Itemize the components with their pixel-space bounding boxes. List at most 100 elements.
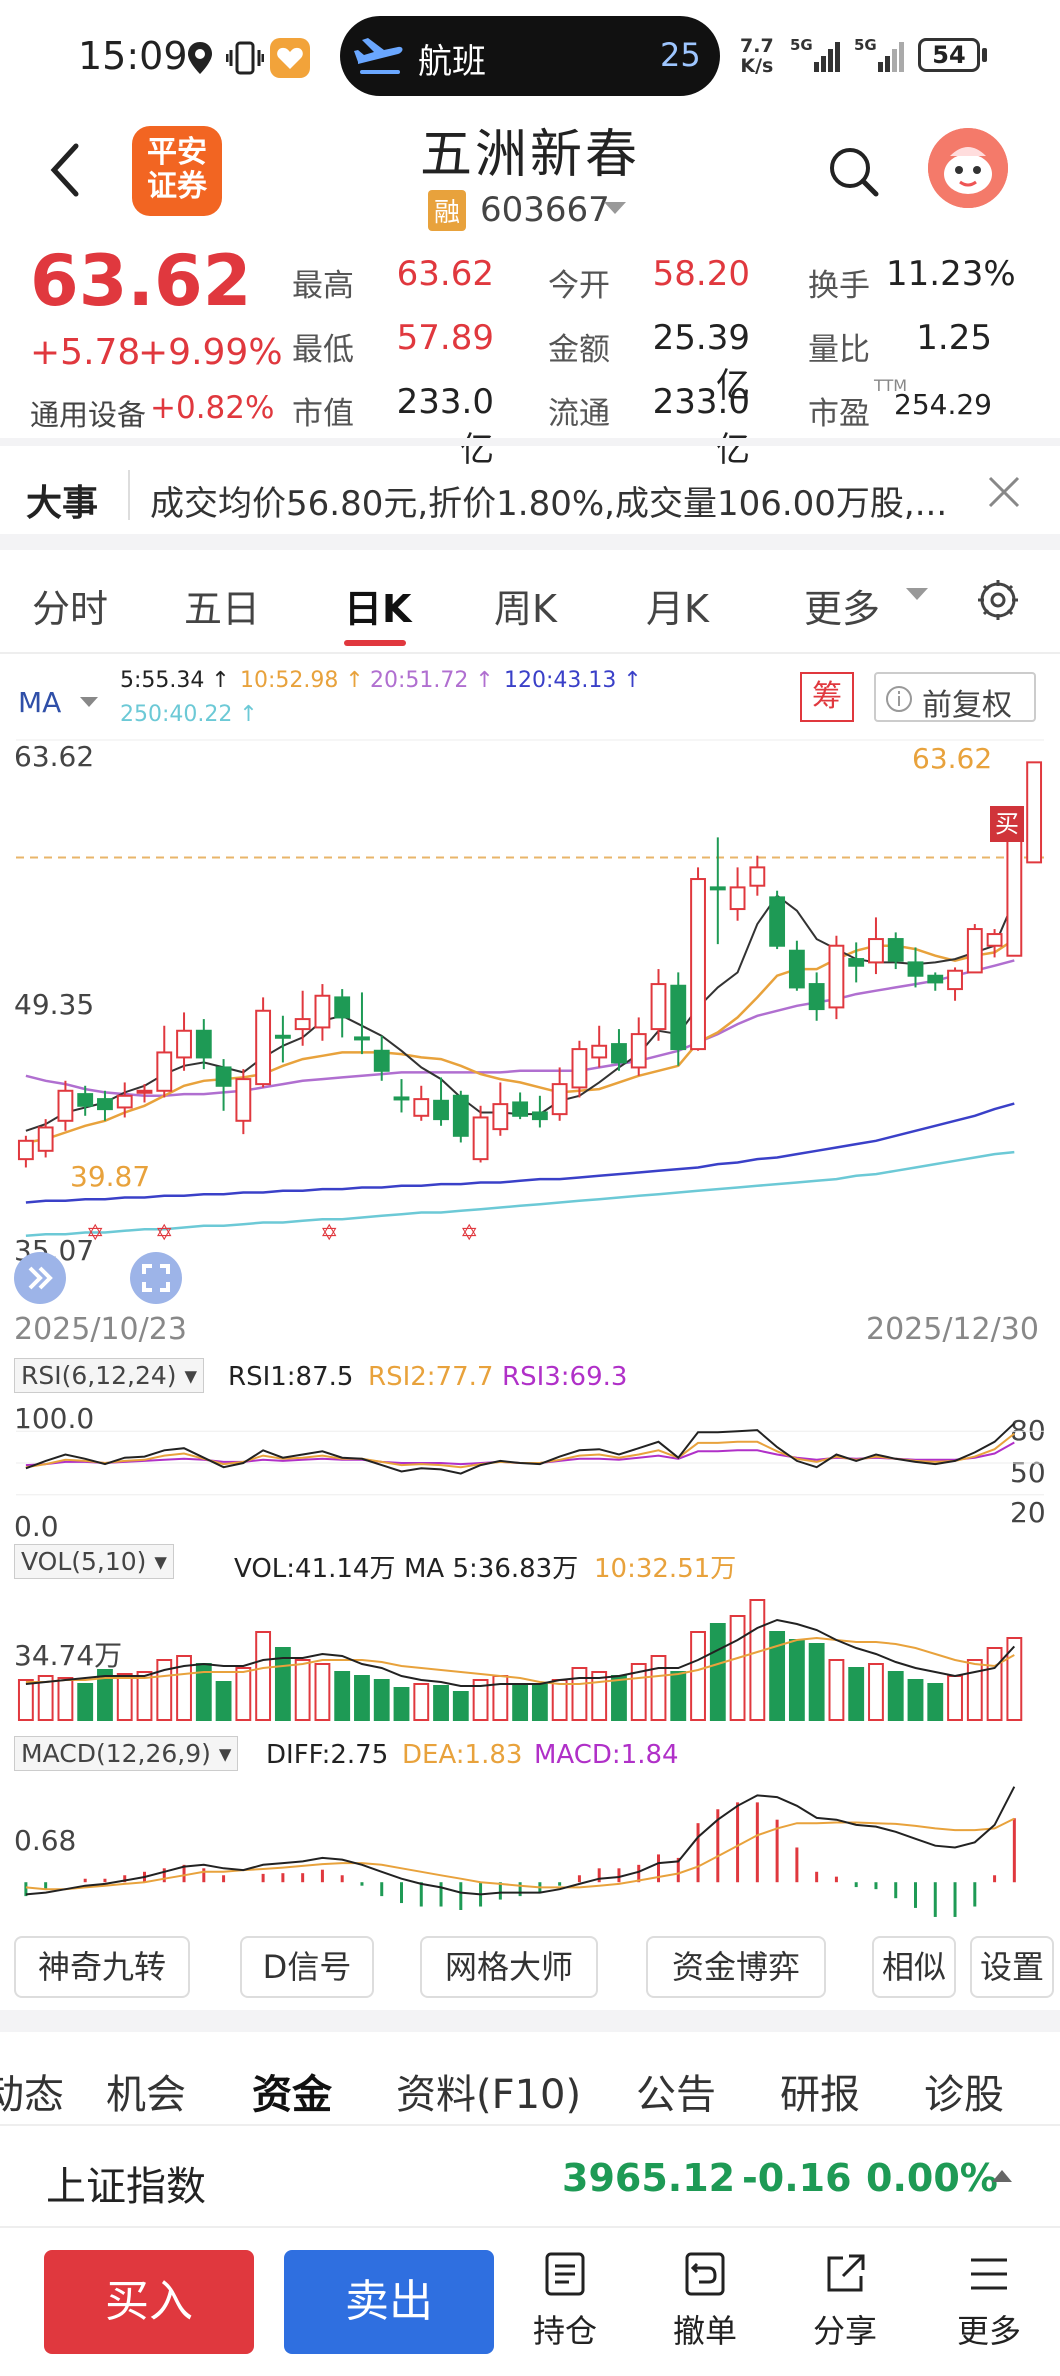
index-name[interactable]: 上证指数 bbox=[46, 2164, 206, 2210]
volume-bar bbox=[887, 1671, 904, 1721]
rsi2-value: RSI2:77.7 bbox=[368, 1362, 494, 1392]
volume-bar bbox=[512, 1683, 529, 1721]
vol-selector[interactable]: VOL(5,10) ▾ bbox=[14, 1544, 174, 1579]
volume-bar bbox=[413, 1683, 430, 1721]
macd-selector[interactable]: MACD(12,26,9) ▾ bbox=[14, 1736, 239, 1771]
tool-button-0[interactable]: 神奇九转 bbox=[14, 1936, 190, 1998]
tab-1[interactable]: 五日 bbox=[184, 587, 261, 631]
quote-label: 市值 bbox=[292, 396, 354, 432]
rsi-y-max: 100.0 bbox=[14, 1402, 95, 1435]
candle bbox=[452, 1090, 469, 1143]
gear-icon[interactable] bbox=[976, 578, 1020, 626]
tool-button-4[interactable]: 相似 bbox=[872, 1936, 956, 1998]
candle bbox=[37, 1119, 54, 1158]
tool-button-3[interactable]: 资金博弈 bbox=[646, 1936, 826, 1998]
info-tab-5[interactable]: 研报 bbox=[780, 2072, 860, 2118]
info-tab-4[interactable]: 公告 bbox=[636, 2072, 716, 2118]
document-icon bbox=[545, 2252, 585, 2296]
candle bbox=[670, 972, 687, 1066]
candle bbox=[630, 1017, 647, 1076]
stock-title: 五洲新春 bbox=[420, 125, 641, 185]
volume-bar bbox=[433, 1685, 449, 1721]
chevron-down-icon[interactable] bbox=[904, 586, 930, 608]
ma20-line bbox=[25, 959, 1015, 1098]
chevron-down-icon[interactable] bbox=[78, 694, 100, 713]
sector-label[interactable]: 通用设备 bbox=[30, 398, 147, 432]
ma250-line bbox=[25, 1150, 1015, 1238]
volume-bar bbox=[848, 1667, 865, 1721]
volume-bar bbox=[176, 1655, 192, 1721]
fullscreen-icon[interactable] bbox=[130, 1252, 182, 1304]
candle bbox=[334, 989, 351, 1038]
flight-label: 航班 bbox=[418, 42, 486, 82]
app-notification-icon bbox=[270, 38, 310, 78]
candle bbox=[156, 1025, 173, 1098]
share-button[interactable]: 分享 bbox=[800, 2250, 890, 2352]
svg-text:5G: 5G bbox=[854, 36, 877, 54]
tool-button-1[interactable]: D信号 bbox=[240, 1936, 374, 1998]
volume-bar bbox=[1006, 1637, 1023, 1721]
tab-4[interactable]: 月K bbox=[646, 587, 709, 631]
volume-bar bbox=[334, 1671, 351, 1721]
rsi-selector[interactable]: RSI(6,12,24) ▾ bbox=[14, 1358, 205, 1393]
search-icon[interactable] bbox=[826, 144, 882, 204]
quote-value: 63.62 bbox=[396, 254, 494, 294]
ma250-value: 250:40.22 ↑ bbox=[120, 702, 258, 727]
quote-label: 换手 bbox=[808, 268, 870, 304]
flight-count: 25 bbox=[660, 36, 701, 74]
info-tab-0[interactable]: 动态 bbox=[0, 2072, 64, 2118]
candle bbox=[314, 984, 331, 1041]
info-tab-6[interactable]: 诊股 bbox=[924, 2072, 1004, 2118]
tool-button-5[interactable]: 设置 bbox=[970, 1936, 1054, 1998]
restore-rights-button[interactable]: 前复权 bbox=[874, 672, 1036, 723]
ma-label[interactable]: MA bbox=[18, 686, 62, 719]
macd-chart[interactable] bbox=[0, 1770, 1060, 1920]
avatar[interactable] bbox=[928, 128, 1008, 208]
candle bbox=[17, 1135, 34, 1168]
candle bbox=[1006, 835, 1023, 957]
flight-pill[interactable]: 航班 25 bbox=[340, 16, 720, 96]
candle bbox=[551, 1067, 568, 1121]
tab-2[interactable]: 日K bbox=[344, 587, 412, 631]
cancel-order-button[interactable]: 撤单 bbox=[660, 2250, 750, 2352]
battery-tip bbox=[982, 48, 987, 62]
info-tab-1[interactable]: 机会 bbox=[106, 2072, 186, 2118]
sell-button[interactable]: 卖出 bbox=[284, 2250, 494, 2354]
undo-icon bbox=[685, 2252, 725, 2296]
rsi-50: 50 bbox=[1010, 1456, 1046, 1489]
rsi1-value: RSI1:87.5 bbox=[228, 1362, 354, 1392]
chip-button[interactable]: 筹 bbox=[800, 672, 854, 722]
volume-bar bbox=[927, 1683, 944, 1721]
tab-0[interactable]: 分时 bbox=[32, 587, 109, 631]
quote-value: 57.89 bbox=[396, 318, 494, 358]
candle bbox=[887, 932, 904, 970]
chevron-up-icon[interactable] bbox=[990, 2168, 1014, 2188]
candle bbox=[255, 997, 272, 1088]
back-icon[interactable] bbox=[44, 140, 84, 204]
candle bbox=[393, 1079, 410, 1113]
volume-bar bbox=[452, 1691, 469, 1721]
candle bbox=[433, 1077, 449, 1126]
holdings-button[interactable]: 持仓 bbox=[520, 2250, 610, 2352]
news-text[interactable]: 成交均价56.80元,折价1.80%,成交量106.00万股,... bbox=[150, 484, 948, 524]
buy-button[interactable]: 买入 bbox=[44, 2250, 254, 2354]
more-button[interactable]: 更多 bbox=[944, 2250, 1034, 2352]
volume-bar bbox=[947, 1675, 963, 1721]
star-marker: ✡ bbox=[460, 1221, 478, 1246]
low-marker: 39.87 bbox=[70, 1160, 151, 1193]
volume-chart[interactable] bbox=[0, 1580, 1060, 1726]
pe-sup: TTM bbox=[874, 376, 908, 395]
candlestick-chart[interactable]: ✡ ✡ ✡ ✡ bbox=[0, 730, 1060, 1330]
info-tab-2[interactable]: 资金 bbox=[252, 2072, 332, 2118]
expand-icon[interactable] bbox=[14, 1252, 66, 1304]
rsi-chart[interactable] bbox=[0, 1400, 1060, 1530]
volume-bar bbox=[788, 1639, 805, 1721]
info-tab-3[interactable]: 资料(F10) bbox=[396, 2072, 582, 2118]
candle bbox=[966, 924, 983, 974]
chevron-down-icon[interactable] bbox=[602, 200, 628, 222]
close-icon[interactable] bbox=[986, 474, 1022, 514]
tool-button-2[interactable]: 网格大师 bbox=[420, 1936, 598, 1998]
tab-3[interactable]: 周K bbox=[494, 587, 557, 631]
tab-5[interactable]: 更多 bbox=[804, 587, 881, 631]
quote-value: 233.0亿 bbox=[396, 382, 494, 470]
